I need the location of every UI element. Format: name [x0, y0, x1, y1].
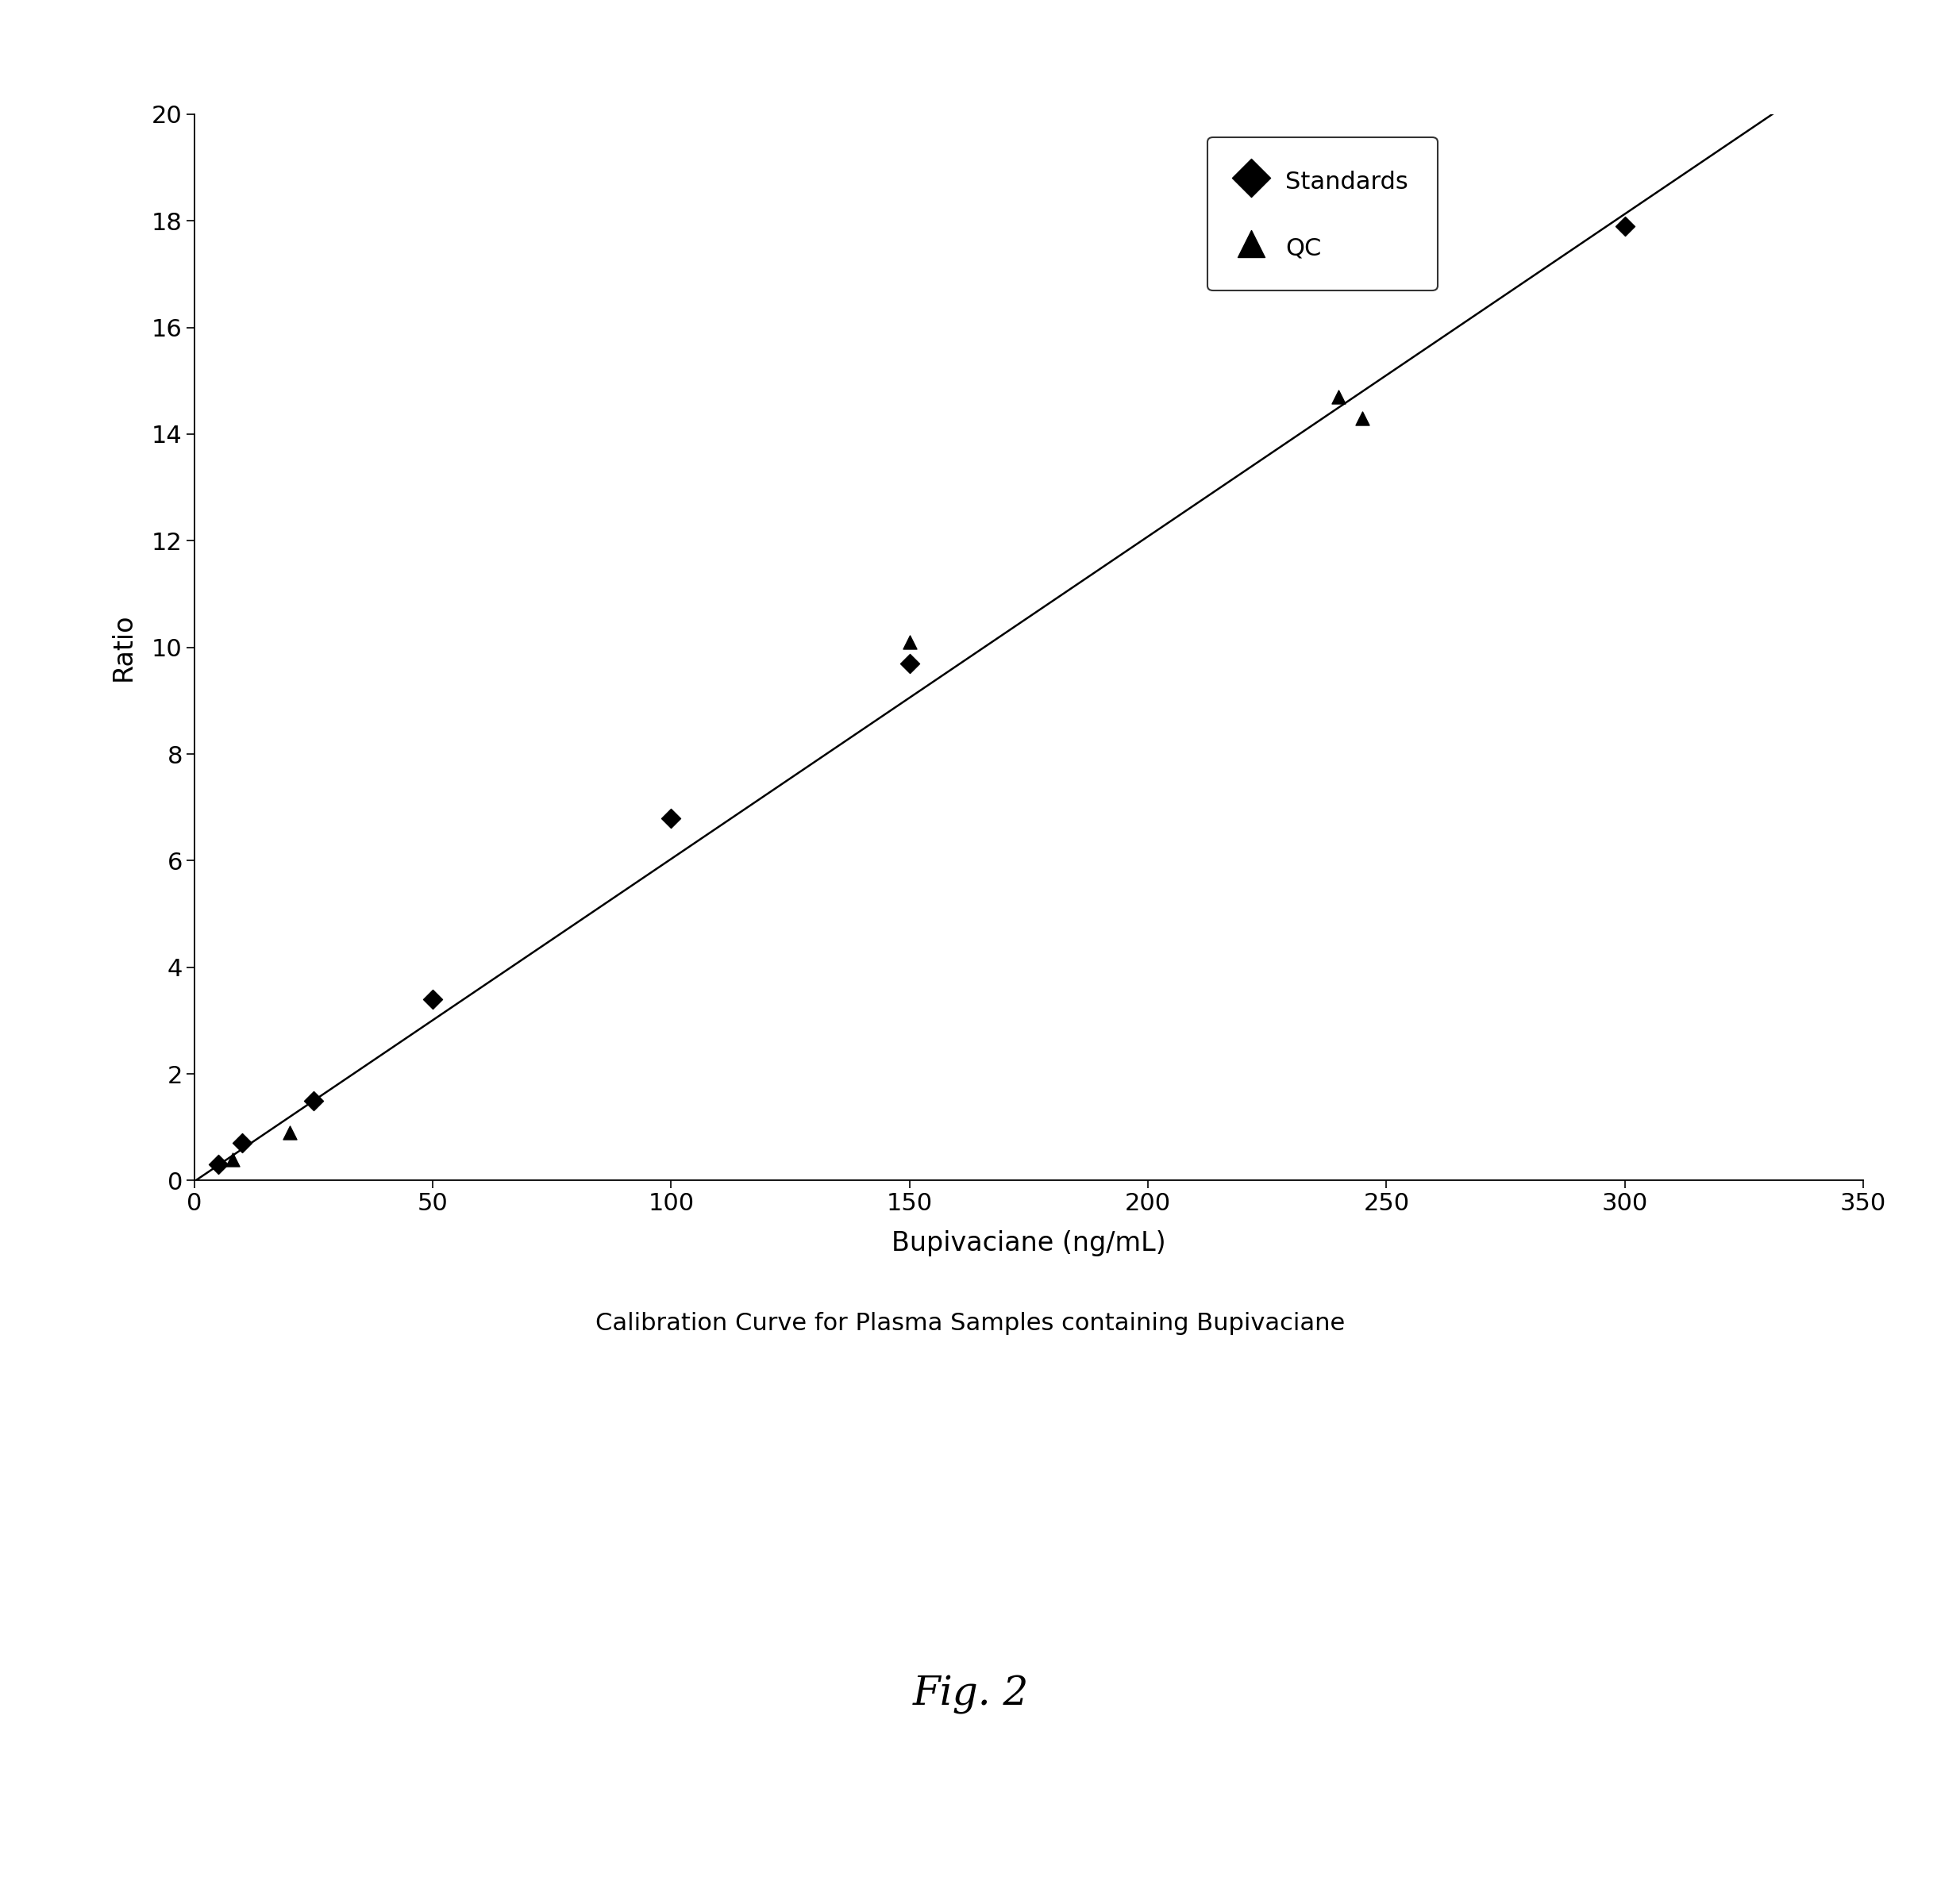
Standards	[1609, 211, 1640, 242]
X-axis label: Bupivaciane (ng/mL): Bupivaciane (ng/mL)	[891, 1230, 1167, 1257]
Legend: Standards, QC: Standards, QC	[1207, 137, 1438, 291]
Standards	[202, 1150, 233, 1180]
Text: Calibration Curve for Plasma Samples containing Bupivaciane: Calibration Curve for Plasma Samples con…	[596, 1312, 1345, 1335]
Standards	[656, 803, 687, 834]
QC	[895, 626, 926, 657]
Text: Fig. 2: Fig. 2	[912, 1676, 1029, 1714]
Standards	[297, 1085, 328, 1116]
QC	[1324, 381, 1355, 411]
QC	[274, 1118, 305, 1148]
Standards	[417, 984, 448, 1015]
Standards	[227, 1127, 258, 1158]
Y-axis label: Ratio: Ratio	[111, 613, 136, 682]
Standards	[895, 647, 926, 678]
QC	[1347, 404, 1378, 434]
QC	[217, 1144, 248, 1175]
